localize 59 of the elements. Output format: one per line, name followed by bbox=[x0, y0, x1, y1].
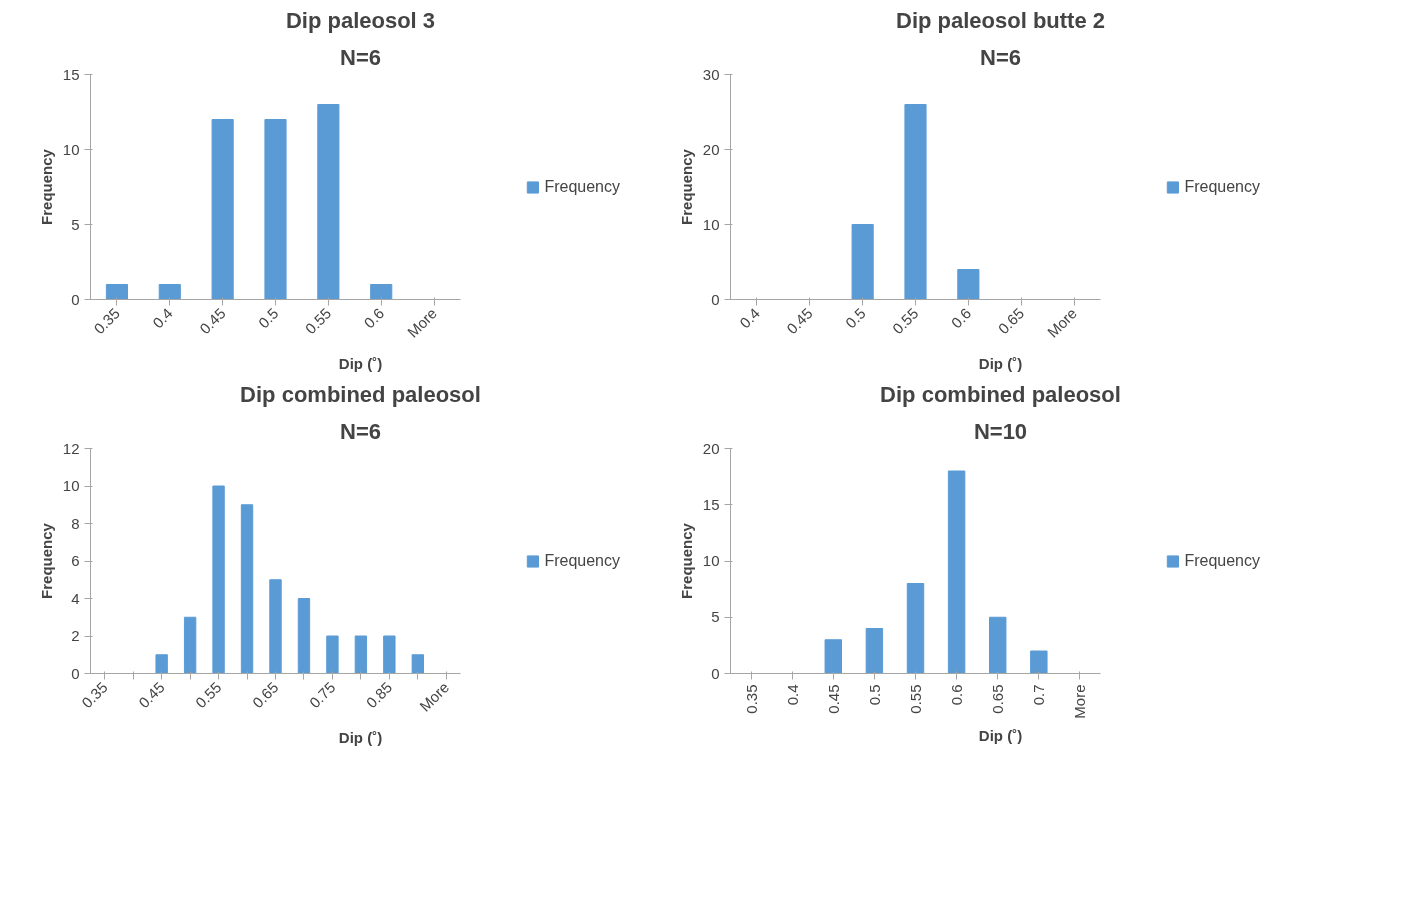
x-tick-label: 0.45 bbox=[195, 304, 229, 338]
x-tick-label: 0.4 bbox=[783, 684, 801, 706]
x-tick-label: 0.5 bbox=[841, 304, 869, 332]
legend-label: Frequency bbox=[544, 177, 620, 196]
y-tick-label: 10 bbox=[702, 552, 720, 569]
x-tick-label: 0.7 bbox=[1030, 684, 1048, 706]
y-tick-label: 0 bbox=[711, 290, 720, 308]
y-axis-title: Frequency bbox=[37, 522, 55, 599]
chart-subtitle: N=6 bbox=[340, 418, 381, 444]
x-tick-label: 0.65 bbox=[989, 684, 1007, 714]
y-tick-label: 4 bbox=[71, 589, 80, 607]
y-tick-label: 20 bbox=[702, 140, 720, 158]
x-axis-title: Dip (˚) bbox=[338, 354, 383, 372]
y-axis-title: Frequency bbox=[677, 522, 695, 599]
x-tick-label: 0.4 bbox=[149, 304, 176, 332]
y-tick-label: 15 bbox=[702, 495, 720, 513]
x-tick-label: 0.45 bbox=[135, 678, 168, 712]
y-tick-label: 2 bbox=[71, 627, 80, 644]
y-tick-label: 5 bbox=[711, 608, 720, 626]
x-tick-label: 0.45 bbox=[783, 304, 816, 338]
legend-label: Frequency bbox=[1184, 177, 1260, 196]
x-tick-label: 0.6 bbox=[947, 304, 975, 332]
x-axis-title: Dip (˚) bbox=[338, 728, 383, 746]
x-tick-label: 0.6 bbox=[948, 684, 966, 706]
chart-title: Dip combined paleosol bbox=[880, 381, 1121, 407]
x-tick-label: 0.5 bbox=[865, 684, 883, 706]
legend-label: Frequency bbox=[1184, 551, 1260, 570]
chart-subtitle: N=10 bbox=[973, 418, 1028, 444]
y-tick-label: 8 bbox=[71, 514, 80, 532]
chart-title: Dip paleosol butte 2 bbox=[895, 7, 1106, 33]
y-tick-label: 6 bbox=[71, 552, 80, 569]
x-tick-label: More bbox=[1071, 684, 1089, 719]
x-tick-label: 0.45 bbox=[824, 684, 842, 714]
y-tick-label: 12 bbox=[62, 439, 80, 457]
x-tick-label: 0.4 bbox=[736, 304, 763, 332]
y-tick-label: 15 bbox=[62, 65, 80, 83]
x-axis-title: Dip (˚) bbox=[978, 726, 1023, 744]
chart-subtitle: N=6 bbox=[340, 44, 381, 70]
x-tick-label: 0.6 bbox=[360, 304, 388, 332]
y-tick-label: 0 bbox=[711, 664, 720, 682]
legend-label: Frequency bbox=[544, 551, 620, 570]
y-tick-label: 10 bbox=[62, 477, 80, 494]
y-tick-label: 20 bbox=[702, 439, 720, 457]
y-tick-label: 0 bbox=[71, 290, 80, 308]
chart-title: Dip combined paleosol bbox=[240, 381, 481, 407]
x-tick-label: 0.35 bbox=[78, 678, 111, 712]
y-tick-label: 10 bbox=[702, 215, 720, 233]
chart-title: Dip paleosol 3 bbox=[285, 7, 436, 33]
y-tick-label: 10 bbox=[62, 140, 80, 158]
x-axis-title: Dip (˚) bbox=[978, 354, 1023, 372]
y-tick-label: 5 bbox=[71, 215, 80, 233]
x-tick-label: 0.55 bbox=[907, 684, 924, 714]
y-tick-label: 30 bbox=[702, 65, 720, 83]
y-tick-label: 0 bbox=[71, 664, 80, 682]
y-axis-title: Frequency bbox=[677, 148, 695, 225]
x-tick-label: 0.35 bbox=[742, 684, 760, 714]
y-axis-title: Frequency bbox=[37, 148, 55, 225]
x-tick-label: 0.5 bbox=[254, 304, 282, 332]
chart-subtitle: N=6 bbox=[980, 44, 1021, 70]
